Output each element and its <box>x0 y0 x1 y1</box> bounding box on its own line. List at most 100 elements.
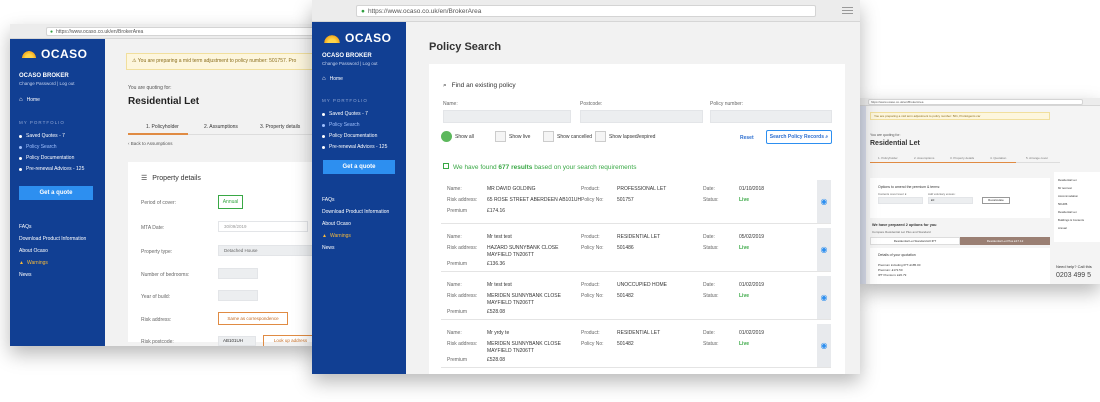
filter-show-lapsed[interactable]: Show lapsed/expired <box>595 131 655 142</box>
left-alert: ⚠ You are preparing a mid term adjustmen… <box>126 53 320 70</box>
property-type-label: Property type: <box>141 249 173 255</box>
nav-news[interactable]: News <box>19 272 32 278</box>
nav-news[interactable]: News <box>322 245 335 251</box>
policy-number-input[interactable] <box>710 110 832 123</box>
left-sidebar: OCASO OCASO BROKER Change Password | Log… <box>10 39 105 346</box>
recalculate-button[interactable]: Recalculate <box>982 197 1010 204</box>
view-eye-icon[interactable]: ◉ <box>817 276 831 319</box>
portfolio-heading: MY PORTFOLIO <box>322 98 368 103</box>
same-as-correspondence-button[interactable]: Same as correspondence <box>218 312 288 325</box>
log-out-link[interactable]: Log out <box>362 61 378 66</box>
row-date: 01/02/2019 <box>739 330 765 336</box>
quotation-details-card: Details of your quotation Premium includ… <box>870 248 1050 284</box>
nav-home-label: Home <box>26 97 40 103</box>
option-plus-tab[interactable]: Residential Let Plus £17.12 <box>960 237 1050 245</box>
nav-home[interactable]: ⌂ Home <box>322 76 343 82</box>
step-assumptions[interactable]: 2. Assumptions <box>204 124 238 130</box>
right-step-1[interactable]: 1. Policyholder <box>878 156 898 160</box>
name-input[interactable] <box>443 110 571 123</box>
postcode-input[interactable] <box>580 110 703 123</box>
center-address-bar[interactable]: ● https://www.ocaso.co.uk/en/BrokerArea <box>356 5 816 17</box>
bullet-icon <box>19 156 22 160</box>
nav-download-product[interactable]: Download Product Information <box>322 209 390 215</box>
year-input[interactable] <box>218 290 258 301</box>
get-quote-button[interactable]: Get a quote <box>19 186 93 200</box>
summary-line: Residential Let <box>1058 178 1077 182</box>
bedrooms-input[interactable] <box>218 268 258 279</box>
search-policy-button[interactable]: Search Policy Records ⌕ <box>766 130 832 144</box>
log-out-link[interactable]: Log out <box>59 81 75 86</box>
property-type-select[interactable]: Detached House <box>218 245 318 256</box>
property-details-card: ☰ Property details Period of cover: Annua… <box>128 162 320 345</box>
search-card: ⌕ Find an existing policy Name: Postcode:… <box>429 64 845 374</box>
view-eye-icon[interactable]: ◉ <box>817 324 831 367</box>
summary-line: Accommodation <box>1058 194 1079 198</box>
nav-policy-documentation[interactable]: Policy Documentation <box>19 155 74 161</box>
nav-policy-documentation-label: Policy Documentation <box>329 133 378 139</box>
contents-cover-select[interactable] <box>878 197 923 204</box>
nav-policy-search[interactable]: Policy Search <box>19 144 57 150</box>
table-row[interactable]: Name: Mr yrdy te Risk address: MERIDEN SUNN… <box>441 324 831 368</box>
nav-home[interactable]: ⌂ Home <box>19 97 40 103</box>
mta-date-input[interactable]: 30/09/2019 <box>218 221 308 232</box>
nav-about[interactable]: About Ocaso <box>322 221 351 227</box>
right-step-2[interactable]: 2. Assumptions <box>914 156 935 160</box>
change-password-link[interactable]: Change Password <box>322 61 359 66</box>
product-title: Residential Let <box>128 96 200 107</box>
left-browser-toolbar: ● https://www.ocaso.co.uk/en/BrokerArea <box>10 24 320 39</box>
lookup-address-button[interactable]: Look up address <box>263 335 318 346</box>
risk-postcode-input[interactable]: AB101UH <box>218 336 256 346</box>
get-quote-button[interactable]: Get a quote <box>323 160 395 174</box>
recalculate-label: Recalculate <box>988 198 1004 202</box>
right-step-3[interactable]: 3. Property details <box>950 156 975 160</box>
name-field-label: Name: <box>443 101 458 107</box>
period-label: Period of cover: <box>141 200 177 206</box>
bullet-icon <box>322 134 325 138</box>
nav-faqs[interactable]: FAQs <box>19 224 32 230</box>
table-row[interactable]: Name: Mr test test Risk address: HAZARD SUN… <box>441 228 831 272</box>
prepared-options-text: We have prepared 2 options for you <box>872 223 937 227</box>
row-address-line2: MAYFIELD TN206TT <box>487 252 535 258</box>
nav-download-product[interactable]: Download Product Information <box>19 236 87 242</box>
period-toggle[interactable]: Annual <box>218 195 243 209</box>
right-main-area: You are preparing a mid term adjustment … <box>866 106 1100 284</box>
back-link[interactable]: ‹ Back to Assumptions <box>128 141 173 146</box>
step-policyholder[interactable]: 1. Policyholder <box>146 124 179 130</box>
nav-policy-documentation[interactable]: Policy Documentation <box>322 133 377 139</box>
compare-link[interactable]: Compare Residential Let Plus and Standar… <box>872 230 931 234</box>
row-product-label: Product: <box>581 186 600 192</box>
row-policy-no: 501486 <box>617 245 634 251</box>
browser-menu-icon[interactable] <box>842 7 853 14</box>
row-product: RESIDENTIAL LET <box>617 330 661 336</box>
view-eye-icon[interactable]: ◉ <box>817 180 831 223</box>
nav-saved-quotes[interactable]: Saved Quotes - 7 <box>322 111 368 117</box>
nav-warnings[interactable]: ▲ Warnings <box>322 233 351 239</box>
left-alert-text: You are preparing a mid term adjustment … <box>137 58 297 64</box>
filter-show-live[interactable]: Show live <box>495 131 530 142</box>
nav-warnings[interactable]: ▲ Warnings <box>19 260 48 266</box>
nav-faqs[interactable]: FAQs <box>322 197 335 203</box>
filter-show-all[interactable]: Show all <box>441 131 474 142</box>
nav-pre-renewal[interactable]: Pre-renewal Advices - 125 <box>19 166 84 172</box>
right-step-4[interactable]: 4. Quotation <box>990 156 1007 160</box>
step-property-details[interactable]: 3. Property details <box>260 124 301 130</box>
nav-policy-search[interactable]: Policy Search <box>322 122 360 128</box>
table-row[interactable]: Name: MR DAVID GOLDING Risk address: 65 ROS… <box>441 180 831 224</box>
right-step-5[interactable]: 5. Arrange cover <box>1026 156 1049 160</box>
nav-warnings-label: Warnings <box>26 260 48 266</box>
sun-logo-icon <box>323 33 341 43</box>
phone-number[interactable]: 0203 499 5 <box>1056 272 1092 279</box>
voluntary-excess-select[interactable]: £0 <box>928 197 973 204</box>
table-row[interactable]: Name: Mr test test Risk address: MERIDEN SU… <box>441 276 831 320</box>
filter-show-cancelled[interactable]: Show cancelled <box>543 131 592 142</box>
option-standard-tab[interactable]: Residential Let Standard £0 IPT <box>870 237 960 245</box>
nav-saved-quotes[interactable]: Saved Quotes - 7 <box>19 133 65 139</box>
view-eye-icon[interactable]: ◉ <box>817 228 831 271</box>
change-password-link[interactable]: Change Password <box>19 81 56 86</box>
nav-pre-renewal[interactable]: Pre-renewal Advices - 125 <box>322 144 387 150</box>
left-address-bar[interactable]: ● https://www.ocaso.co.uk/en/BrokerArea <box>46 27 316 36</box>
home-icon: ⌂ <box>19 97 23 103</box>
right-address-bar[interactable]: https://www.ocaso.co.uk/en/BrokerArea <box>868 99 1083 105</box>
nav-about[interactable]: About Ocaso <box>19 248 48 254</box>
reset-link[interactable]: Reset <box>740 135 754 141</box>
